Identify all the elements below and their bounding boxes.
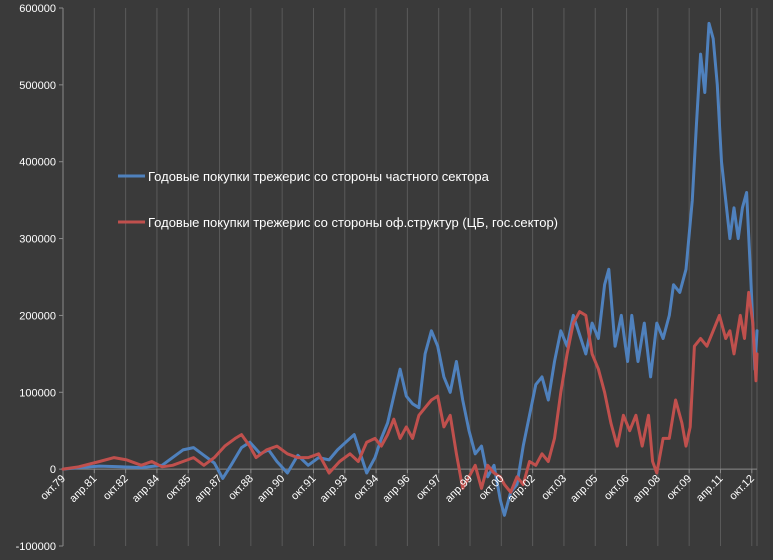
x-tick-label: окт.82 [101,473,131,503]
x-tick-label: окт.03 [539,473,569,503]
y-tick-labels: -100000 0 100000 200000 300000 400000 500000 60… [16,3,56,553]
legend: Годовые покупки трежерис со стороны част… [118,169,558,230]
x-tick-label: окт.94 [351,473,381,503]
x-tick-label: окт.85 [164,473,194,503]
x-tick-label: окт.12 [727,473,757,503]
x-tick-label: окт.79 [38,473,68,503]
y-tick-label: 100000 [19,387,56,399]
y-tick-label: -100000 [16,541,56,553]
legend-label-private: Годовые покупки трежерис со стороны част… [148,169,490,184]
x-tick-label: окт.09 [664,473,694,503]
y-tick-label: 400000 [19,157,56,169]
x-tick-label: окт.06 [602,473,632,503]
x-tick-label: окт.91 [289,473,319,503]
y-tick-label: 300000 [19,234,56,246]
series [61,21,759,517]
x-tick-labels: окт.79 апр.81 окт.82 апр.84 окт.85 апр.87 окт.… [38,473,757,505]
gridlines [62,8,758,546]
x-tick-label: окт.97 [414,473,444,503]
series-line-official [61,290,759,494]
legend-label-official: Годовые покупки трежерис со стороны оф.с… [148,215,558,230]
y-tick-label: 500000 [19,80,56,92]
y-tick-label: 600000 [19,3,56,15]
x-tick-label: окт.88 [226,473,256,503]
axes [59,7,757,547]
y-tick-label: 200000 [19,310,56,322]
series-line-private [61,21,759,517]
y-tick-label: 0 [50,464,56,476]
